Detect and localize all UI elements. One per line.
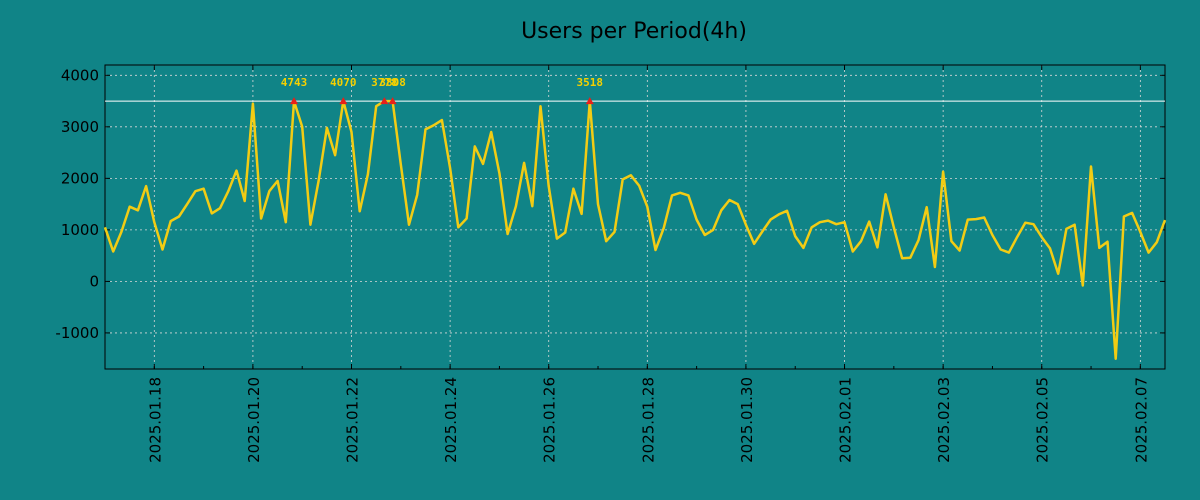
- chart-title: Users per Period(4h): [521, 19, 747, 44]
- x-tick-label: 2025.01.26: [541, 377, 559, 463]
- tick-labels: 4000 3000 2000 1000 0 -1000 2025.01.18 2025.01.…: [55, 66, 1150, 463]
- y-tick-label: 4000: [61, 66, 99, 84]
- x-tick-label: 2025.02.03: [935, 377, 953, 463]
- x-tick-label: 2025.01.30: [738, 377, 756, 463]
- peak-label: 4070: [330, 76, 357, 89]
- peak-label: 4743: [281, 76, 308, 89]
- peak-label: 3778: [371, 76, 398, 89]
- axes: [104, 64, 1166, 370]
- peak-marker: [585, 97, 594, 105]
- peak-marker: [289, 97, 298, 105]
- x-tick-label: 2025.02.07: [1132, 377, 1150, 463]
- x-tick-label: 2025.02.05: [1034, 377, 1052, 463]
- y-tick-label: 1000: [61, 221, 99, 239]
- x-tick-label: 2025.01.28: [639, 377, 657, 463]
- x-tick-label: 2025.01.24: [442, 377, 460, 463]
- x-tick-label: 2025.01.18: [146, 377, 164, 463]
- grid-lines: [105, 65, 1165, 369]
- plot-frame: [104, 64, 1166, 370]
- series-line: [103, 99, 1167, 360]
- x-tick-label: 2025.01.22: [344, 377, 362, 463]
- peak-marker: [380, 97, 389, 105]
- y-tick-label: 0: [89, 272, 99, 290]
- peak-label: 3518: [577, 76, 604, 89]
- y-tick-label: -1000: [55, 324, 99, 342]
- y-tick-label: 2000: [61, 169, 99, 187]
- peak-marker: [388, 97, 397, 105]
- peak-marker: [339, 97, 348, 105]
- x-tick-label: 2025.02.01: [837, 377, 855, 463]
- peak-label: 3808: [379, 76, 406, 89]
- y-tick-label: 3000: [61, 118, 99, 136]
- x-tick-label: 2025.01.20: [245, 377, 263, 463]
